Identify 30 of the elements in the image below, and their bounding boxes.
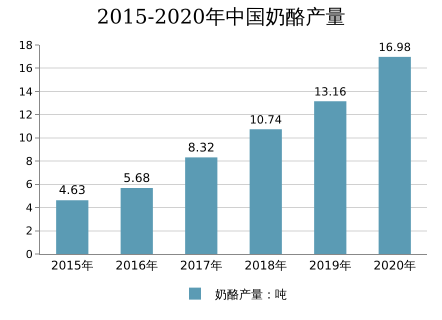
y-tick-label: 10 (18, 132, 33, 145)
x-tick-label: 2018年 (244, 258, 288, 272)
x-tick-label: 2016年 (115, 258, 158, 272)
data-label: 4.63 (58, 183, 86, 198)
legend-label: 奶酪产量：吨 (215, 287, 287, 302)
bar (120, 188, 153, 254)
x-tick-label: 2017年 (180, 258, 223, 272)
bar (185, 157, 218, 254)
data-label: 16.98 (378, 41, 411, 54)
bar (378, 56, 411, 254)
chart-title: 2015-2020年中国奶酪产量 (96, 4, 346, 29)
y-tick-label: 8 (26, 154, 33, 168)
y-tick-label: 14 (18, 85, 33, 98)
y-tick-label: 18 (18, 38, 33, 52)
data-label: 8.32 (188, 140, 215, 154)
y-tick-label: 2 (26, 224, 33, 238)
y-tick-label: 6 (26, 178, 33, 192)
bar (250, 129, 282, 254)
bar (314, 101, 346, 254)
y-tick-label: 0 (26, 248, 33, 261)
y-tick-label: 12 (18, 108, 33, 122)
bar (56, 200, 88, 254)
data-label: 10.74 (250, 113, 282, 126)
y-tick-label: 16 (18, 62, 33, 76)
x-tick-label: 2015年 (50, 258, 94, 272)
data-label: 5.68 (123, 171, 150, 186)
data-label: 13.16 (314, 85, 346, 98)
x-tick-label: 2020年 (373, 258, 416, 272)
y-tick-label: 4 (26, 201, 33, 214)
x-tick-label: 2019年 (308, 258, 352, 272)
